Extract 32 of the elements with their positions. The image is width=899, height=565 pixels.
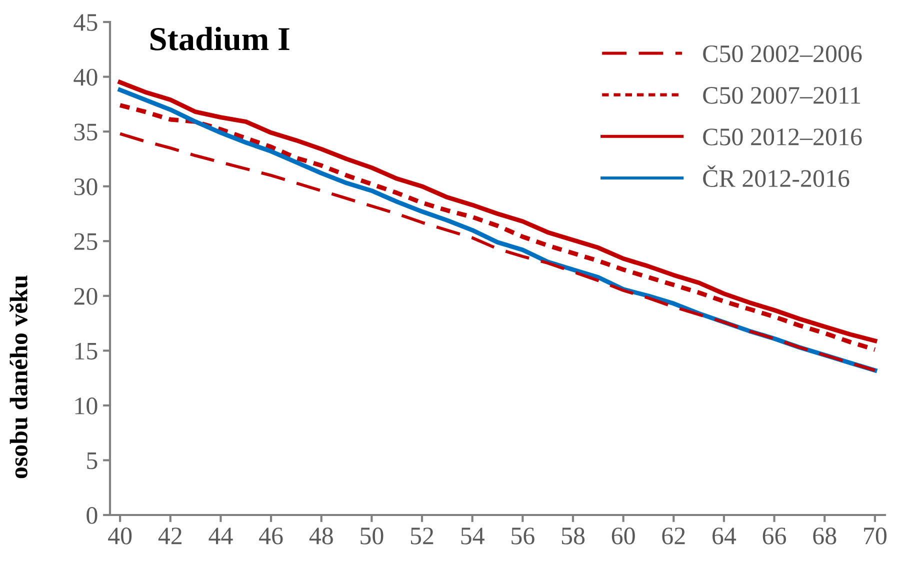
x-tick-label: 66 <box>762 528 786 544</box>
x-tick-label: 68 <box>813 528 836 544</box>
y-tick-label: 45 <box>74 14 98 31</box>
x-tick-label: 44 <box>208 528 233 544</box>
x-tick-label: 42 <box>158 528 182 544</box>
y-tick-label: 25 <box>74 233 98 250</box>
y-tick-label: 35 <box>74 124 98 140</box>
x-tick-label: 54 <box>461 528 484 544</box>
legend-label: C50 2002–2006 <box>703 45 862 62</box>
chart-title: Stadium I <box>150 26 290 50</box>
x-tick-label: 40 <box>108 528 132 544</box>
x-tick-label: 60 <box>612 528 635 544</box>
y-tick-label: 40 <box>74 68 98 86</box>
x-tick-label: 52 <box>410 528 434 544</box>
x-tick-label: 62 <box>662 528 685 544</box>
y-tick-label: 15 <box>75 342 98 360</box>
legend-label: ČR 2012-2016 <box>703 165 850 187</box>
x-tick-label: 64 <box>712 528 736 544</box>
legend-label: C50 2007–2011 <box>703 86 860 104</box>
x-tick-label: 70 <box>864 528 886 544</box>
x-tick-label: 56 <box>512 528 534 544</box>
legend-label: C50 2012–2016 <box>703 128 862 146</box>
x-tick-label: 58 <box>562 528 585 544</box>
x-tick-label: 50 <box>360 528 384 544</box>
y-tick-label: 30 <box>74 178 98 196</box>
y-axis-title: osobu daného věku <box>10 276 28 478</box>
y-tick-label: 20 <box>74 288 98 305</box>
x-tick-label: 48 <box>309 528 333 544</box>
x-tick-label: 46 <box>259 528 283 544</box>
y-tick-label: 0 <box>86 507 98 524</box>
y-tick-label: 10 <box>75 397 98 414</box>
y-tick-label: 5 <box>87 452 98 470</box>
